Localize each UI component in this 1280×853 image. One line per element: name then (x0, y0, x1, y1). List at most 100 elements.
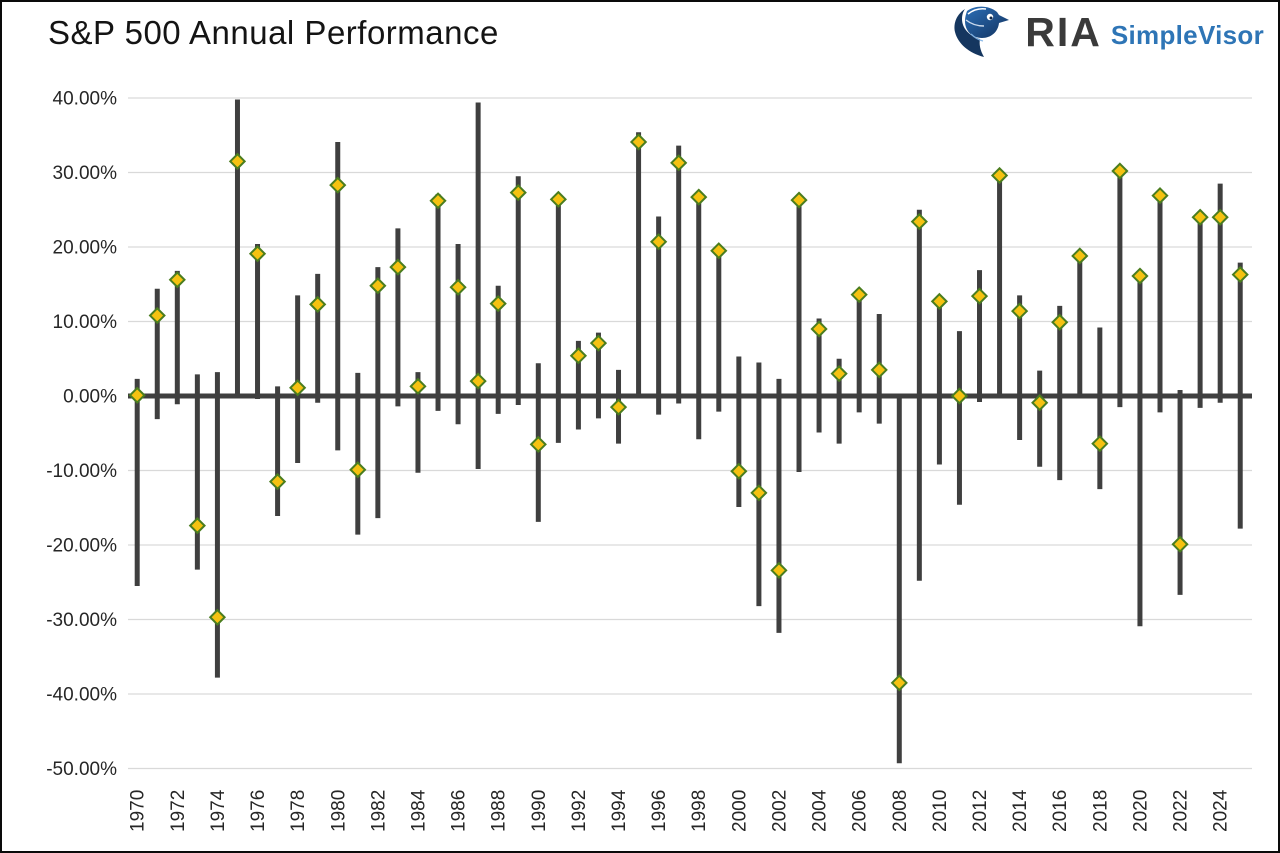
close-marker (449, 278, 467, 296)
close-marker (609, 398, 628, 416)
close-marker (429, 192, 447, 210)
y-tick-label: -10.00% (46, 461, 117, 482)
close-marker (790, 191, 808, 209)
close-marker (830, 365, 848, 383)
close-marker (990, 166, 1009, 185)
close-marker (930, 292, 949, 310)
close-marker (1111, 162, 1129, 180)
close-marker (389, 258, 407, 276)
x-tick-label: 1976 (248, 790, 269, 832)
chart-title: S&P 500 Annual Performance (48, 14, 499, 51)
close-marker (329, 176, 347, 194)
x-tick-label: 2010 (930, 790, 951, 832)
close-marker (148, 306, 166, 325)
x-tick-label: 2024 (1211, 789, 1232, 832)
close-marker (770, 561, 788, 579)
close-marker (710, 242, 728, 260)
y-axis-labels: 40.00% 30.00% 20.00% 10.00% 0.00% -10.00% -20.… (46, 89, 117, 781)
close-marker (469, 372, 487, 390)
x-tick-label: 2018 (1090, 790, 1111, 832)
close-marker (810, 320, 828, 338)
close-marker (650, 233, 668, 251)
x-tick-label: 1970 (128, 790, 149, 832)
x-tick-label: 2006 (850, 790, 871, 832)
logo-brand-text: RIA (1025, 8, 1102, 55)
x-tick-label: 1972 (168, 790, 189, 832)
close-marker (850, 286, 868, 304)
x-tick-label: 1990 (529, 790, 550, 832)
close-marker (188, 517, 206, 535)
close-marker (1231, 265, 1249, 284)
close-markers (128, 133, 1249, 692)
x-tick-label: 1982 (368, 790, 389, 832)
y-tick-label: -20.00% (46, 536, 117, 557)
ria-simplevisor-logo: RIA SimpleVisor (950, 6, 1264, 58)
x-tick-label: 1978 (288, 790, 309, 832)
close-marker (690, 188, 708, 206)
x-tick-label: 2016 (1050, 790, 1071, 832)
close-marker (509, 184, 527, 202)
close-marker (670, 154, 688, 172)
x-tick-label: 2002 (769, 790, 790, 832)
close-marker (1071, 247, 1089, 265)
close-marker (489, 295, 507, 313)
x-tick-label: 1984 (408, 789, 429, 832)
close-marker (730, 462, 748, 480)
x-tick-label: 1988 (489, 790, 510, 832)
close-marker (1031, 394, 1049, 412)
range-bars (134, 99, 1243, 764)
close-marker (289, 379, 307, 397)
close-marker (589, 334, 608, 352)
close-marker (1171, 535, 1189, 553)
y-tick-label: -50.00% (46, 759, 117, 780)
close-marker (128, 386, 146, 404)
x-tick-label: 2014 (1010, 789, 1031, 832)
close-marker (1131, 267, 1149, 285)
x-tick-label: 1992 (569, 790, 590, 832)
x-tick-label: 2022 (1171, 790, 1192, 832)
y-tick-label: 10.00% (53, 312, 118, 333)
close-marker (890, 674, 908, 692)
close-marker (529, 435, 547, 454)
x-tick-label: 1974 (208, 789, 229, 832)
x-tick-label: 1986 (449, 790, 470, 832)
close-marker (750, 484, 768, 502)
close-marker (1011, 302, 1029, 320)
close-marker (950, 387, 969, 405)
close-marker (1091, 435, 1109, 453)
x-tick-label: 2000 (729, 790, 750, 832)
x-tick-label: 1998 (689, 790, 710, 832)
close-marker (228, 152, 247, 170)
close-marker (208, 608, 227, 626)
close-marker (349, 461, 367, 479)
logo-product-text: SimpleVisor (1110, 20, 1264, 50)
close-marker (268, 473, 287, 491)
close-marker (569, 347, 588, 365)
close-marker (549, 190, 567, 208)
close-marker (1211, 208, 1229, 226)
y-tick-label: 30.00% (53, 163, 118, 184)
x-tick-label: 2008 (890, 790, 911, 832)
close-marker (309, 295, 327, 313)
y-tick-label: -30.00% (46, 610, 117, 631)
x-tick-label: 1996 (649, 790, 670, 832)
close-marker (1151, 186, 1169, 205)
y-tick-label: 0.00% (63, 387, 117, 408)
close-marker (970, 287, 989, 305)
x-tick-label: 2012 (970, 790, 991, 832)
close-marker (168, 271, 186, 289)
y-tick-label: 20.00% (53, 238, 118, 259)
close-marker (870, 361, 888, 379)
close-marker (910, 213, 928, 231)
close-marker (369, 277, 387, 295)
close-marker (1191, 208, 1209, 226)
x-tick-label: 1994 (609, 789, 630, 832)
x-tick-label: 2020 (1130, 790, 1151, 832)
y-tick-label: 40.00% (53, 89, 118, 110)
close-marker (1051, 313, 1069, 331)
close-marker (629, 133, 648, 151)
close-marker (248, 245, 267, 263)
x-tick-label: 2004 (810, 789, 831, 832)
